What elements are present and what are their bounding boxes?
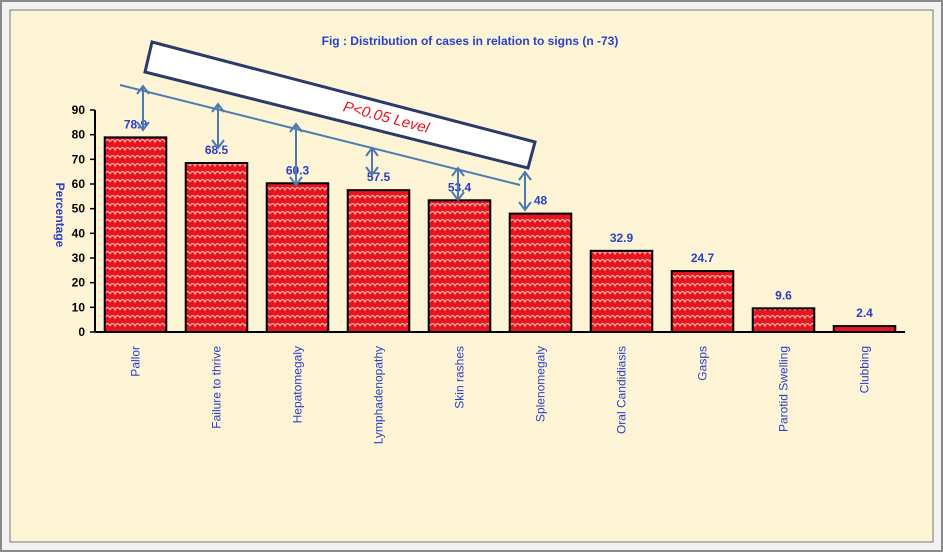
arrow-head [365, 146, 379, 157]
annotation-box [143, 40, 537, 170]
y-tick-label: 0 [78, 325, 85, 339]
y-tick-label: 70 [72, 152, 86, 166]
y-tick-label: 40 [72, 226, 86, 240]
y-tick-label: 80 [72, 128, 86, 142]
arrow-head [289, 122, 303, 133]
bar [427, 199, 492, 333]
y-axis-label: Percentage [53, 183, 67, 248]
x-tick-label: Hepatomegaly [291, 346, 305, 423]
arrow-head [211, 139, 225, 150]
y-tick-label: 30 [72, 251, 86, 265]
arrow-head [365, 166, 379, 177]
value-label: 48 [534, 194, 548, 208]
arrow-head [289, 176, 303, 187]
y-tick-label: 90 [72, 103, 86, 117]
x-tick-label: Gasps [696, 346, 710, 381]
arrow-head [136, 121, 150, 132]
value-label: 53.4 [448, 180, 472, 194]
bar [346, 189, 411, 333]
x-tick-label: Oral Candidiasis [615, 346, 629, 434]
value-label: 2.4 [856, 306, 873, 320]
x-tick-label: Splenomegaly [534, 346, 548, 422]
chart-title: Fig : Distribution of cases in relation … [322, 34, 619, 48]
arrow-head [136, 84, 150, 95]
y-tick-label: 20 [72, 276, 86, 290]
arrow-head [211, 102, 225, 113]
y-tick-label: 60 [72, 177, 86, 191]
x-tick-label: Skin rashes [453, 346, 467, 409]
bar [670, 270, 735, 333]
arrow-head [518, 170, 532, 181]
value-label: 32.9 [610, 231, 634, 245]
x-tick-label: Pallor [129, 346, 143, 377]
x-tick-label: Failure to thrive [210, 346, 224, 429]
bar [103, 136, 168, 333]
bar [508, 212, 573, 334]
y-tick-label: 10 [72, 300, 86, 314]
value-label: 60.3 [286, 163, 310, 177]
y-tick-label: 50 [72, 202, 86, 216]
bar [589, 249, 654, 333]
value-label: 24.7 [691, 251, 715, 265]
value-label: 9.6 [775, 288, 792, 302]
arrow-head [518, 201, 532, 212]
bar [832, 325, 897, 333]
bar [184, 162, 249, 333]
x-tick-label: Clubbing [858, 346, 872, 393]
bar [265, 182, 330, 333]
x-tick-label: Lymphadenopathy [372, 346, 386, 444]
arrow-head [451, 191, 465, 202]
annotation-line [119, 84, 521, 186]
bar [751, 307, 816, 334]
value-label: 68.5 [205, 143, 229, 157]
x-tick-label: Parotid Swelling [777, 346, 791, 432]
arrow-head [451, 166, 465, 177]
